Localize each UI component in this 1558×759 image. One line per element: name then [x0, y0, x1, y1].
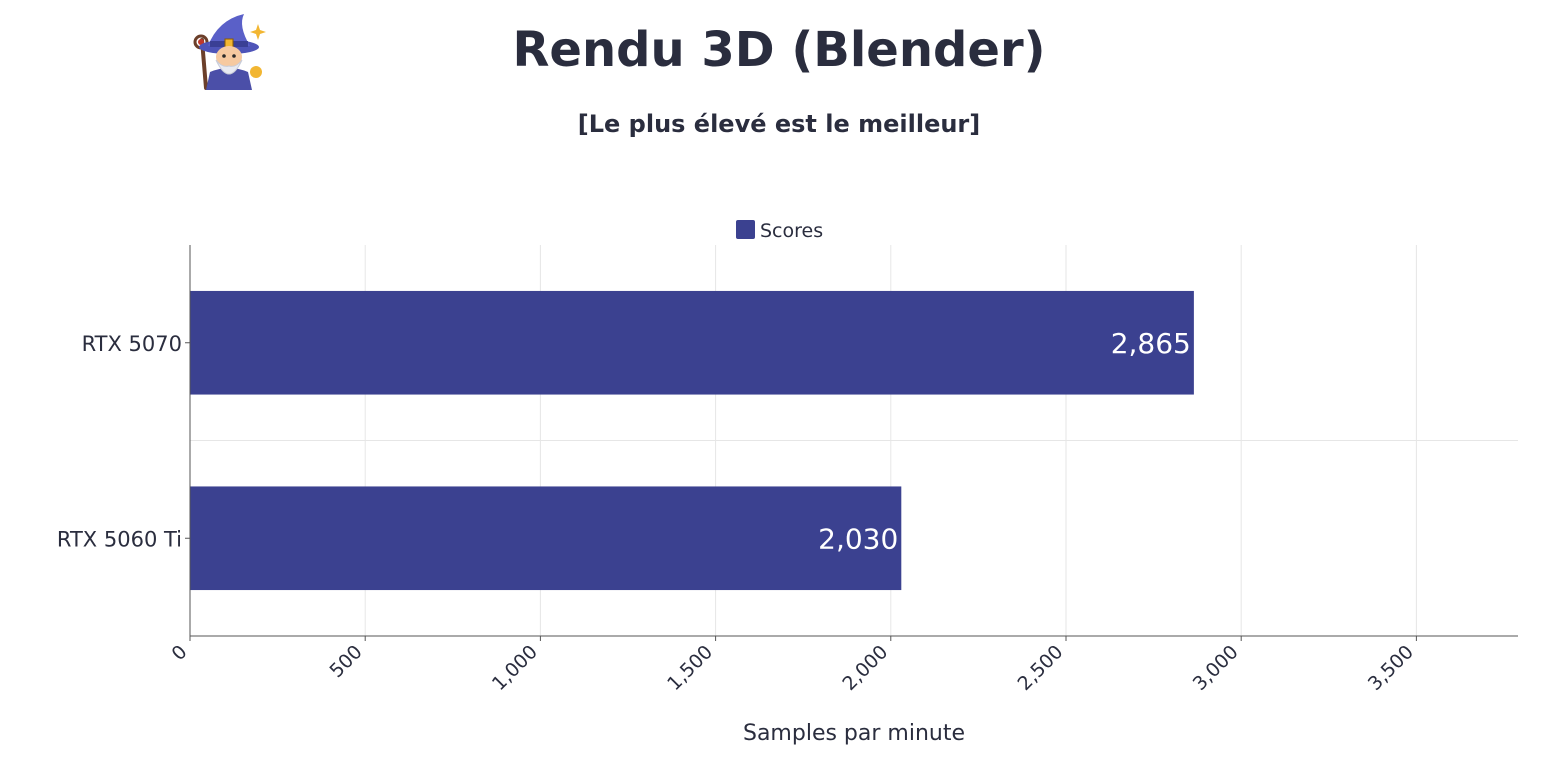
bar [190, 290, 1194, 395]
y-tick-label: RTX 5060 Ti [57, 527, 182, 551]
x-tick-label: 500 [326, 641, 367, 682]
x-tick-label: 3,500 [1364, 641, 1418, 695]
x-tick-label: 3,000 [1189, 641, 1243, 695]
x-tick-label: 0 [167, 641, 191, 665]
legend-label[interactable]: Scores [760, 220, 823, 242]
legend-swatch[interactable] [736, 220, 755, 239]
x-tick-label: 1,500 [663, 641, 717, 695]
x-tick-label: 2,000 [838, 641, 892, 695]
wizard-icon [193, 14, 266, 90]
x-tick-label: 2,500 [1013, 641, 1067, 695]
bar [190, 486, 902, 591]
x-tick-label: 1,000 [488, 641, 542, 695]
bar-value-label: 2,030 [818, 522, 898, 555]
y-tick-label: RTX 5070 [82, 332, 182, 356]
chart-title: Rendu 3D (Blender) [512, 22, 1046, 78]
bar-value-label: 2,865 [1111, 327, 1191, 360]
x-axis-title: Samples par minute [743, 721, 965, 746]
chart-subtitle: [Le plus élevé est le meilleur] [577, 110, 981, 138]
